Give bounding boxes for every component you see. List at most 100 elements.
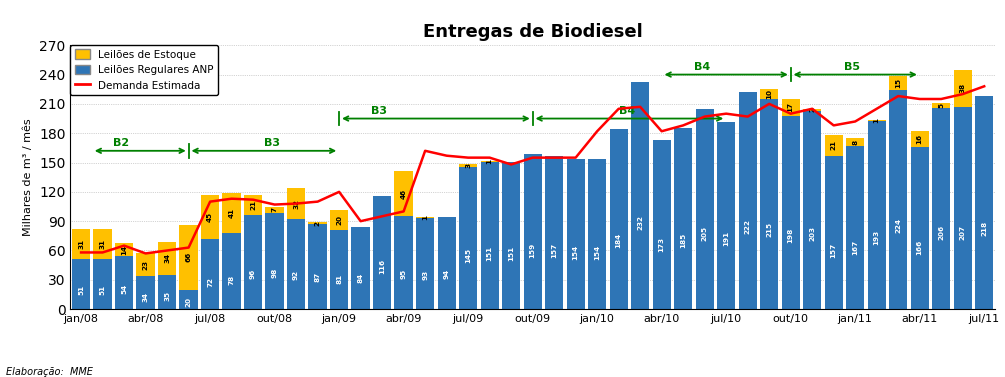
Text: 154: 154 — [594, 244, 600, 259]
Bar — [695, 109, 714, 309]
Text: 20: 20 — [336, 215, 342, 225]
Bar — [115, 243, 134, 256]
Text: B3: B3 — [264, 138, 279, 148]
Bar — [674, 128, 692, 309]
Text: 193: 193 — [873, 230, 879, 245]
Bar — [954, 107, 972, 309]
Bar — [824, 156, 843, 309]
Bar — [265, 207, 283, 213]
Bar — [180, 225, 198, 290]
Text: 15: 15 — [895, 78, 901, 88]
Bar — [889, 90, 908, 309]
Text: 17: 17 — [788, 102, 794, 112]
Text: 35: 35 — [164, 291, 170, 301]
Bar — [739, 92, 757, 309]
Bar — [652, 140, 670, 309]
Text: 218: 218 — [981, 221, 987, 236]
Text: 1: 1 — [422, 215, 428, 220]
Text: 51: 51 — [78, 285, 84, 295]
Bar — [330, 230, 349, 309]
Bar — [72, 229, 90, 259]
Text: 21: 21 — [831, 140, 837, 150]
Text: 203: 203 — [809, 226, 815, 241]
Bar — [803, 111, 821, 309]
Bar — [803, 109, 821, 111]
Text: 184: 184 — [616, 233, 622, 248]
Bar — [201, 239, 219, 309]
Bar — [954, 70, 972, 107]
Bar — [222, 193, 241, 233]
Text: 185: 185 — [680, 233, 686, 248]
Text: 224: 224 — [895, 218, 901, 233]
Bar — [352, 227, 370, 309]
Text: 95: 95 — [401, 269, 407, 279]
Bar — [265, 213, 283, 309]
Text: 38: 38 — [960, 83, 966, 93]
Text: 5: 5 — [939, 103, 944, 108]
Bar — [158, 242, 176, 275]
Bar — [567, 159, 585, 309]
Bar — [911, 147, 929, 309]
Text: 54: 54 — [122, 284, 127, 294]
Bar — [137, 253, 155, 276]
Text: 78: 78 — [228, 275, 234, 285]
Bar — [180, 290, 198, 309]
Text: 151: 151 — [509, 245, 515, 261]
Bar — [330, 210, 349, 230]
Bar — [480, 161, 498, 162]
Text: 222: 222 — [745, 219, 751, 234]
Text: 66: 66 — [186, 252, 192, 262]
Bar — [395, 216, 413, 309]
Text: 34: 34 — [143, 291, 149, 302]
Text: 191: 191 — [724, 231, 730, 246]
Bar — [867, 121, 885, 309]
Text: 46: 46 — [401, 189, 407, 199]
Text: 93: 93 — [422, 270, 428, 280]
Text: 16: 16 — [917, 134, 923, 144]
Text: 167: 167 — [852, 239, 858, 255]
Bar — [932, 103, 951, 108]
Text: 215: 215 — [766, 222, 772, 237]
Bar — [93, 259, 112, 309]
Bar — [416, 217, 434, 218]
Text: 2: 2 — [315, 221, 321, 225]
Bar — [760, 89, 778, 99]
Title: Entregas de Biodiesel: Entregas de Biodiesel — [423, 23, 642, 41]
Bar — [72, 259, 90, 309]
Text: 154: 154 — [573, 244, 579, 259]
Text: 159: 159 — [530, 242, 536, 258]
Text: 151: 151 — [486, 245, 492, 261]
Text: 1: 1 — [486, 159, 492, 164]
Text: 23: 23 — [143, 260, 149, 270]
Text: 41: 41 — [228, 208, 234, 218]
Text: 166: 166 — [917, 240, 923, 255]
Text: 2: 2 — [809, 107, 815, 112]
Bar — [782, 116, 800, 309]
Text: 7: 7 — [271, 207, 277, 212]
Text: 31: 31 — [78, 239, 84, 249]
Bar — [717, 123, 736, 309]
Text: 8: 8 — [852, 139, 858, 144]
Bar — [287, 188, 306, 219]
Bar — [932, 108, 951, 309]
Text: 81: 81 — [336, 274, 342, 284]
Text: B5: B5 — [844, 61, 860, 72]
Bar — [545, 156, 563, 309]
Text: 84: 84 — [358, 273, 364, 283]
Text: 157: 157 — [551, 243, 557, 258]
Bar — [760, 99, 778, 309]
Bar — [309, 222, 327, 224]
Bar — [782, 99, 800, 116]
Bar — [244, 195, 262, 215]
Bar — [867, 120, 885, 121]
Bar — [309, 224, 327, 309]
Text: 116: 116 — [379, 259, 385, 274]
Bar — [222, 233, 241, 309]
Bar — [115, 256, 134, 309]
Text: 198: 198 — [788, 228, 794, 243]
Text: B4: B4 — [619, 106, 635, 116]
Bar — [93, 229, 112, 259]
Bar — [244, 215, 262, 309]
Text: 1: 1 — [873, 118, 879, 123]
Bar — [824, 135, 843, 156]
